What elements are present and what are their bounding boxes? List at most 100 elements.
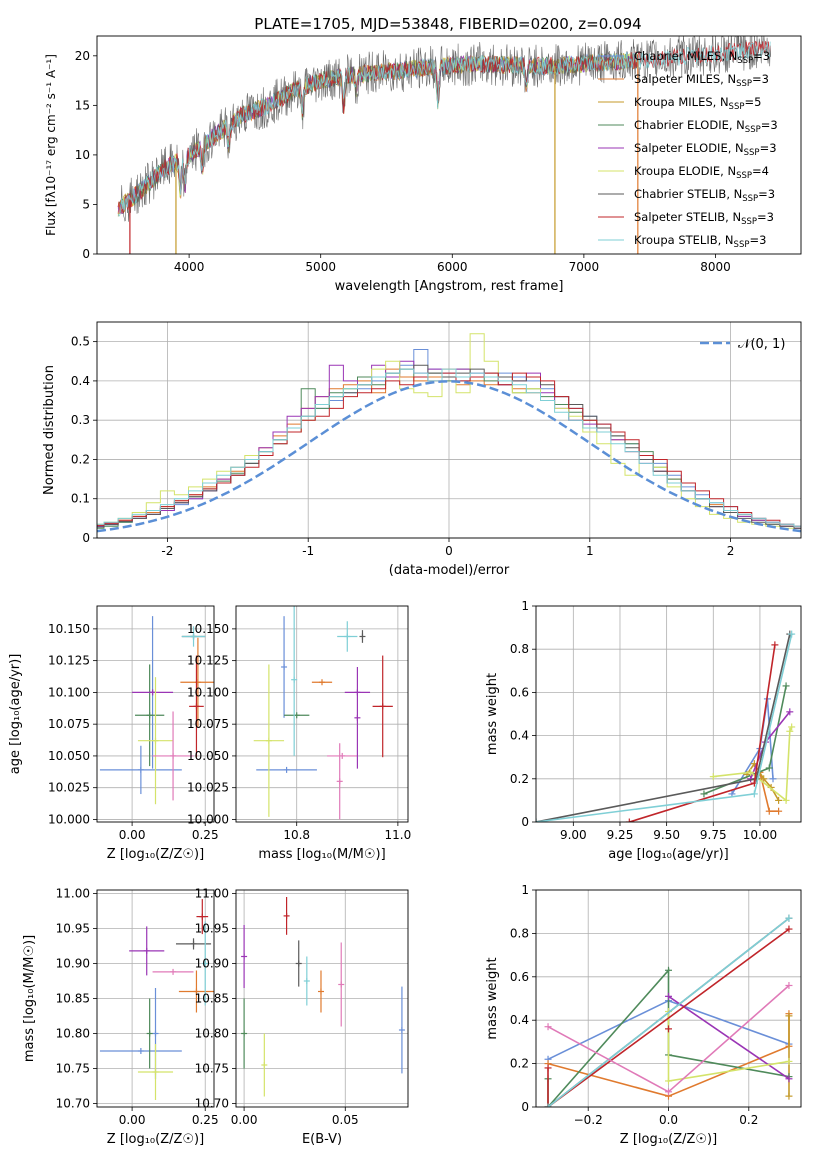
axes-frame	[96, 889, 215, 1108]
y-tick-label: 0	[521, 815, 529, 829]
y-tick-label: 0.6	[510, 685, 529, 699]
legend-subscript: SSP	[736, 171, 752, 181]
age-vs-metallicity-panel-plot-area	[99, 616, 214, 805]
legend-entry: 𝒩(0, 1)	[738, 337, 785, 352]
x-tick-label: 10.8	[283, 828, 310, 842]
x-tick-label: 1	[586, 544, 594, 558]
y-tick-label: 10.75	[195, 1062, 229, 1076]
y-tick-label: 0.6	[510, 970, 529, 984]
y-tick-label: 0	[82, 247, 90, 261]
axes-frame	[235, 889, 409, 1108]
y-tick-label: 10.85	[56, 992, 90, 1006]
x-tick-label: -2	[161, 544, 173, 558]
y-axis-label: mass weight	[485, 957, 500, 1039]
x-tick-label: 0.0	[659, 1113, 678, 1127]
axes-frame	[535, 889, 802, 1108]
axes-frame	[535, 605, 802, 823]
x-tick-label: -1	[302, 544, 314, 558]
y-tick-label: 0.5	[71, 335, 90, 349]
mass-weight-vs-metallicity-panel: −0.2 0.0 0.2 0 0.2 0.4 0.6 0.8 1 Z [log₁₀(Z/Z☉)] m…	[485, 883, 802, 1147]
histogram-series-8	[97, 368, 801, 527]
y-axis-label: Flux [fλ10⁻¹⁷ erg cm⁻² s⁻¹ A⁻¹]	[44, 54, 58, 236]
y-tick-label: 10.125	[48, 654, 90, 668]
legend-entry: Salpeter MILES, NSSP=3	[634, 72, 769, 89]
y-tick-label: 10.90	[56, 957, 90, 971]
mass-weight-vs-age-panel: 9.00 9.25 9.50 9.75 10.00 0 0.2 0.4 0.6 0.8 1 age […	[485, 599, 802, 862]
y-tick-label: 1	[521, 599, 529, 613]
y-tick-label: 0.8	[510, 926, 529, 940]
y-axis-label: mass [log₁₀(M/M☉)]	[22, 935, 37, 1062]
legend-entry: Chabrier STELIB, NSSP=3	[634, 187, 775, 204]
legend-subscript: SSP	[736, 79, 752, 89]
legend-subscript: SSP	[742, 194, 758, 204]
y-tick-label: 10.70	[56, 1097, 90, 1111]
axes-frame	[96, 605, 215, 823]
y-tick-label: 20	[75, 49, 90, 63]
legend-subscript: SSP	[745, 125, 761, 135]
axes-frame	[235, 605, 409, 823]
y-tick-label: 10.80	[56, 1027, 90, 1041]
legend-value: =3	[758, 187, 775, 201]
legend-entry: Chabrier MILES, NSSP=3	[634, 49, 770, 66]
x-tick-label: 9.25	[607, 828, 634, 842]
x-tick-label: 0.25	[192, 1113, 219, 1127]
weight-series-9	[547, 917, 790, 1107]
weight-series-8	[547, 928, 790, 1107]
y-tick-label: 10.95	[56, 922, 90, 936]
y-tick-label: 10.050	[48, 749, 90, 763]
y-tick-label: 0	[521, 1100, 529, 1114]
y-tick-label: 5	[82, 197, 90, 211]
y-tick-label: 0.4	[510, 729, 529, 743]
y-tick-label: 10.95	[195, 922, 229, 936]
x-tick-label: 7000	[569, 260, 600, 274]
x-tick-label: 11.0	[385, 828, 412, 842]
y-tick-label: 10.85	[195, 992, 229, 1006]
mass-weight-vs-metallicity-panel-plot-area	[544, 914, 793, 1107]
legend-subscript: SSP	[737, 56, 753, 66]
y-tick-label: 0.4	[71, 374, 90, 388]
x-axis-label: age [log₁₀(age/yr)]	[608, 847, 729, 862]
age-vs-mass-panel: 10.8 11.0 10.000 10.025 10.050 10.075 10.100 10…	[187, 605, 412, 862]
legend-value: =4	[752, 164, 769, 178]
legend-subscript: SSP	[744, 148, 760, 158]
spectrum-line-7	[120, 36, 771, 222]
mass-vs-metallicity-panel: 0.00 0.25 10.70 10.75 10.80 10.85 10.90 10.95 11…	[22, 887, 219, 1148]
normal-curve	[97, 380, 801, 533]
x-axis-label: mass [log₁₀(M/M☉)]	[258, 847, 385, 862]
residual-plot-area	[97, 333, 801, 533]
y-tick-label: 10.70	[195, 1097, 229, 1111]
mass-vs-metallicity-panel-plot-area	[99, 899, 214, 1100]
mass-vs-ebv-panel: 0.00 0.05 10.70 10.75 10.80 10.85 10.90 10.95 11…	[195, 887, 409, 1147]
y-tick-label: 10.150	[187, 622, 229, 636]
y-tick-label: 1	[521, 883, 529, 897]
x-tick-label: 0.00	[231, 1113, 258, 1127]
legend-value: =3	[757, 210, 774, 224]
y-tick-label: 0.8	[510, 642, 529, 656]
legend-value: =3	[752, 72, 769, 86]
y-tick-label: 11.00	[195, 887, 229, 901]
y-tick-label: 10.125	[187, 654, 229, 668]
mass-vs-ebv-panel-plot-area	[241, 897, 405, 1097]
y-tick-label: 10.150	[48, 622, 90, 636]
residual-panel: -2 -1 0 1 2 0 0.1 0.2 0.3 0.4 0.5 (data-model)/erro…	[42, 321, 802, 578]
x-axis-label: wavelength [Angstrom, rest frame]	[335, 279, 564, 294]
x-tick-label: 8000	[700, 260, 731, 274]
x-axis-label: Z [log₁₀(Z/Z☉)]	[107, 1132, 204, 1147]
x-tick-label: 2	[727, 544, 735, 558]
y-tick-label: 10.050	[187, 749, 229, 763]
x-tick-label: 0.2	[739, 1113, 758, 1127]
legend-subscript: SSP	[734, 240, 750, 250]
age-vs-mass-panel-plot-area	[253, 606, 393, 820]
y-tick-label: 10.025	[187, 781, 229, 795]
histogram-series-6	[97, 364, 801, 529]
spectrum-panel: 4000 5000 6000 7000 8000 0 5 10 15 20 wavelength […	[44, 35, 802, 294]
y-tick-label: 10.80	[195, 1027, 229, 1041]
x-tick-label: −0.2	[574, 1113, 603, 1127]
spectrum-legend: Chabrier MILES, NSSP=3 Salpeter MILES, NS…	[598, 49, 778, 250]
legend-entry: Kroupa STELIB, NSSP=3	[634, 233, 766, 250]
legend-value: =3	[749, 233, 766, 247]
mass-weight-vs-age-panel-plot-area	[536, 630, 796, 822]
histogram-series-7	[97, 372, 801, 527]
x-tick-label: 4000	[174, 260, 205, 274]
